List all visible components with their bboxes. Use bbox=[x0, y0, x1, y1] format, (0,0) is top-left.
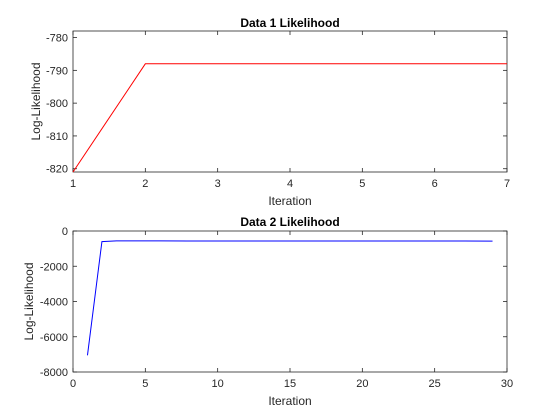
x-tick-label: 2 bbox=[142, 178, 148, 190]
x-tick-label: 7 bbox=[504, 178, 510, 190]
plot-2-title: Data 2 Likelihood bbox=[240, 215, 339, 229]
series-line bbox=[86, 240, 493, 356]
y-tick-label: -790 bbox=[46, 65, 68, 77]
axes-frame-2 bbox=[72, 230, 508, 373]
x-tick-label: 3 bbox=[215, 178, 221, 190]
plot-2-ticks: 0 5 10 15 20 25 30 -8000 -6000 -4000 -2000 0 bbox=[40, 226, 513, 390]
plot-2: Data 2 Likelihood Iteration Log-Likeliho… bbox=[22, 215, 513, 408]
x-tick-label: 1 bbox=[70, 178, 76, 190]
x-tick-label: 0 bbox=[70, 378, 76, 390]
x-tick-label: 30 bbox=[501, 378, 513, 390]
x-tick-label: 5 bbox=[359, 178, 365, 190]
y-tick-label: -800 bbox=[46, 98, 68, 110]
y-tick-label: -6000 bbox=[40, 332, 68, 344]
series-line bbox=[72, 63, 507, 173]
y-tick-label: -780 bbox=[46, 33, 68, 45]
y-tick-label: -8000 bbox=[40, 367, 68, 379]
y-tick-label: 0 bbox=[62, 226, 68, 238]
plot-1-ticks: 1 2 3 4 5 6 7 -820 -810 -800 -790 -780 bbox=[46, 31, 510, 190]
plot-1-series bbox=[72, 63, 507, 173]
x-tick-label: 6 bbox=[432, 178, 438, 190]
plot-2-xlabel: Iteration bbox=[268, 394, 311, 408]
plot-1: Data 1 Likelihood Iteration Log-Likeliho… bbox=[29, 16, 510, 208]
x-tick-label: 15 bbox=[284, 378, 296, 390]
plot-2-series bbox=[86, 240, 493, 356]
plot-1-xlabel: Iteration bbox=[268, 194, 311, 208]
x-tick-label: 20 bbox=[356, 378, 368, 390]
x-tick-label: 4 bbox=[287, 178, 293, 190]
y-tick-label: -2000 bbox=[40, 261, 68, 273]
x-tick-label: 10 bbox=[212, 378, 224, 390]
axes-frame-1 bbox=[72, 30, 508, 173]
y-tick-label: -4000 bbox=[40, 297, 68, 309]
y-tick-label: -820 bbox=[46, 164, 68, 176]
plot-1-title: Data 1 Likelihood bbox=[240, 16, 339, 30]
x-tick-label: 25 bbox=[429, 378, 441, 390]
plot-2-ylabel: Log-Likelihood bbox=[22, 262, 36, 340]
plot-1-ylabel: Log-Likelihood bbox=[29, 62, 43, 140]
y-tick-label: -810 bbox=[46, 131, 68, 143]
x-tick-label: 5 bbox=[142, 378, 148, 390]
